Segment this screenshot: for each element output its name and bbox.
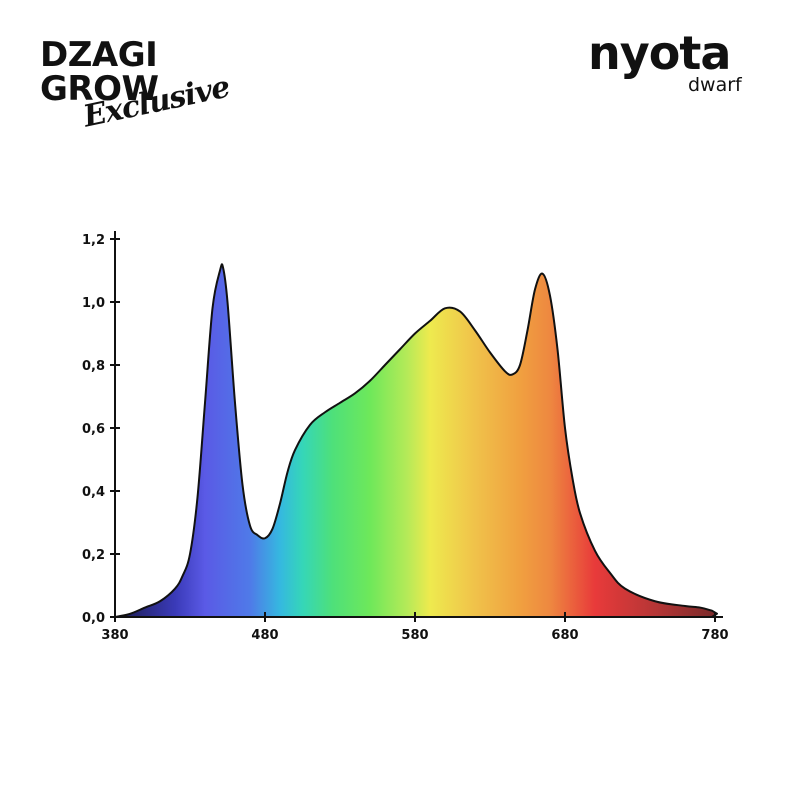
logo-left-line2: GROW <box>40 69 159 109</box>
chart-axes <box>114 231 723 618</box>
logo-left-line1: DZAGI <box>40 35 158 75</box>
chart-ticks: 380 480 580 680 780 0,0 0,2 0,4 0,6 0,8 1,0 1,2 <box>82 233 729 643</box>
y-tick-label: 0,6 <box>82 422 105 437</box>
spectrum-area <box>114 263 718 618</box>
logo-right-brand: nyota <box>588 26 731 80</box>
logo-right-sub: dwarf <box>688 74 742 96</box>
y-tick-label: 1,2 <box>82 233 105 248</box>
y-tick-label: 1,0 <box>82 296 105 311</box>
y-tick-label: 0,8 <box>82 359 105 374</box>
x-tick-label: 580 <box>401 628 428 643</box>
y-tick-label: 0,4 <box>82 485 105 500</box>
plot-area <box>114 263 718 618</box>
dzagi-grow-logo: DZAGI GROW Exclusive <box>40 38 240 148</box>
nyota-dwarf-logo: nyota dwarf <box>588 28 768 108</box>
x-tick-label: 680 <box>551 628 578 643</box>
x-tick-label: 480 <box>251 628 278 643</box>
x-tick-label: 780 <box>701 628 728 643</box>
x-tick-label: 380 <box>101 628 128 643</box>
y-tick-label: 0,0 <box>82 611 105 626</box>
y-tick-label: 0,2 <box>82 548 105 563</box>
